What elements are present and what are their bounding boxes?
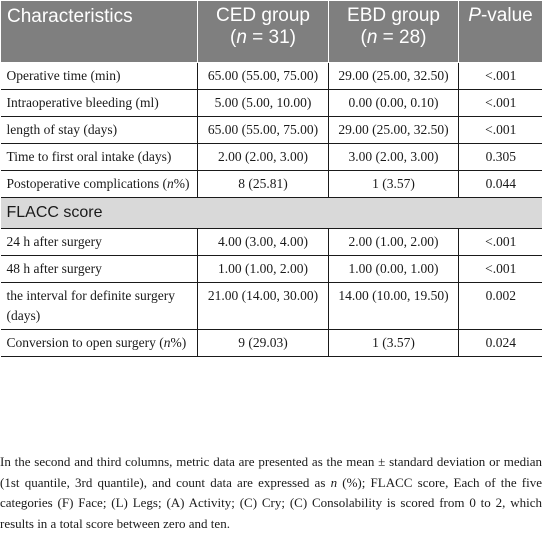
cell-pvalue: <.001 xyxy=(458,89,542,117)
table-row: Operative time (min) 65.00 (55.00, 75.00)… xyxy=(0,62,542,90)
cell-ced: 65.00 (55.00, 75.00) xyxy=(197,116,329,144)
cell-ced: 5.00 (5.00, 10.00) xyxy=(197,89,329,117)
cell-ebd: 29.00 (25.00, 32.50) xyxy=(328,62,459,90)
table-row: the interval for definite surgery (days)… xyxy=(0,282,542,330)
cell-pvalue: 0.024 xyxy=(458,329,542,357)
cell-ebd: 2.00 (1.00, 2.00) xyxy=(328,228,459,256)
results-table: Characteristics CED group (n = 31) EBD g… xyxy=(0,0,542,357)
cell-ebd: 1 (3.57) xyxy=(328,329,459,357)
table-footnote: In the second and third columns, metric … xyxy=(0,454,542,531)
col-header-characteristics: Characteristics xyxy=(0,0,198,63)
row-label: Operative time (min) xyxy=(0,62,198,90)
cell-ced: 1.00 (1.00, 2.00) xyxy=(197,255,329,283)
table-row: Postoperative complications (n%) 8 (25.81… xyxy=(0,170,542,198)
cell-pvalue: 0.044 xyxy=(458,170,542,198)
cell-pvalue: 0.002 xyxy=(458,282,542,330)
section-label: FLACC score xyxy=(0,197,542,229)
table-body-flacc: 24 h after surgery 4.00 (3.00, 4.00) 2.00 … xyxy=(0,228,542,357)
section-body: FLACC score xyxy=(0,197,542,229)
cell-pvalue: <.001 xyxy=(458,62,542,90)
row-label: 24 h after surgery xyxy=(0,228,198,256)
cell-ebd: 29.00 (25.00, 32.50) xyxy=(328,116,459,144)
table-row: Conversion to open surgery (n%) 9 (29.03)… xyxy=(0,329,542,357)
cell-ced: 4.00 (3.00, 4.00) xyxy=(197,228,329,256)
row-label: length of stay (days) xyxy=(0,116,198,144)
cell-pvalue: <.001 xyxy=(458,116,542,144)
section-row-flacc: FLACC score xyxy=(0,197,542,229)
cell-ced: 2.00 (2.00, 3.00) xyxy=(197,143,329,171)
ebd-group-label: EBD group xyxy=(347,5,440,26)
row-label: the interval for definite surgery (days) xyxy=(0,282,198,330)
row-label: 48 h after surgery xyxy=(0,255,198,283)
ced-group-label: CED group xyxy=(216,5,310,26)
cell-ebd: 1 (3.57) xyxy=(328,170,459,198)
table-row: 24 h after surgery 4.00 (3.00, 4.00) 2.00 … xyxy=(0,228,542,256)
table-row: Time to first oral intake (days) 2.00 (2.… xyxy=(0,143,542,171)
cell-pvalue: <.001 xyxy=(458,228,542,256)
cell-pvalue: 0.305 xyxy=(458,143,542,171)
row-label: Conversion to open surgery (n%) xyxy=(0,329,198,357)
header-row: Characteristics CED group (n = 31) EBD g… xyxy=(0,0,542,63)
ced-group-n: (n = 31) xyxy=(229,27,297,48)
cell-pvalue: <.001 xyxy=(458,255,542,283)
cell-ced: 21.00 (14.00, 30.00) xyxy=(197,282,329,330)
cell-ebd: 14.00 (10.00, 19.50) xyxy=(328,282,459,330)
table-body-main: Operative time (min) 65.00 (55.00, 75.00)… xyxy=(0,62,542,198)
cell-ced: 9 (29.03) xyxy=(197,329,329,357)
cell-ebd: 1.00 (0.00, 1.00) xyxy=(328,255,459,283)
cell-ebd: 3.00 (2.00, 3.00) xyxy=(328,143,459,171)
row-label: Postoperative complications (n%) xyxy=(0,170,198,198)
row-label: Time to first oral intake (days) xyxy=(0,143,198,171)
row-label: Intraoperative bleeding (ml) xyxy=(0,89,198,117)
col-header-pvalue: P-value xyxy=(458,0,542,63)
col-header-ebd: EBD group (n = 28) xyxy=(328,0,459,63)
table-row: length of stay (days) 65.00 (55.00, 75.00… xyxy=(0,116,542,144)
cell-ced: 8 (25.81) xyxy=(197,170,329,198)
ebd-group-n: (n = 28) xyxy=(360,27,427,48)
cell-ebd: 0.00 (0.00, 0.10) xyxy=(328,89,459,117)
table-row: Intraoperative bleeding (ml) 5.00 (5.00, … xyxy=(0,89,542,117)
col-header-ced: CED group (n = 31) xyxy=(197,0,329,63)
cell-ced: 65.00 (55.00, 75.00) xyxy=(197,62,329,90)
table-row: 48 h after surgery 1.00 (1.00, 2.00) 1.00 … xyxy=(0,255,542,283)
